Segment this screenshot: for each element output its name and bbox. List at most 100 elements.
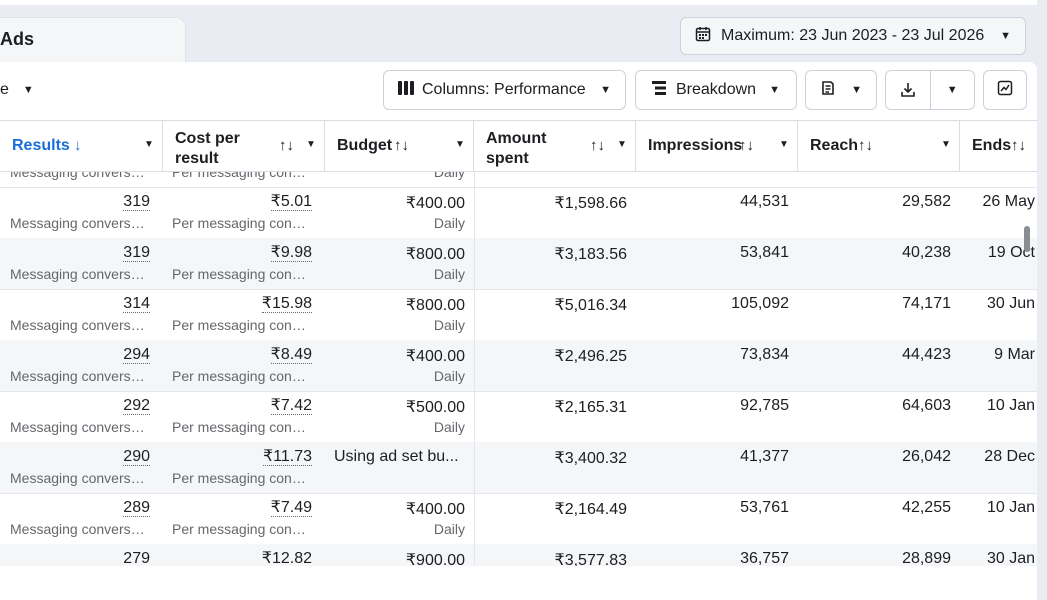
cost-per-result-value[interactable]: ₹12.82 bbox=[261, 550, 312, 568]
caret-down-icon[interactable]: ▼ bbox=[306, 139, 316, 150]
cost-per-result-type: Per messaging conve... bbox=[172, 266, 312, 282]
reports-button[interactable]: ▼ bbox=[805, 70, 877, 110]
reach-value: 74,171 bbox=[902, 295, 951, 312]
table-row[interactable]: 279 ₹12.82 ₹900.00 ₹3,577.83 36,757 28,899 30 … bbox=[0, 544, 1037, 568]
results-value[interactable]: 319 bbox=[123, 193, 150, 211]
view-selector[interactable]: e ▼ bbox=[0, 81, 34, 99]
cost-per-result-value[interactable]: ₹7.42 bbox=[270, 397, 312, 415]
col-ends-header[interactable]: Ends ↑↓ bbox=[960, 121, 1037, 171]
results-type: Messaging conversat... bbox=[10, 419, 150, 435]
results-value[interactable]: 290 bbox=[123, 448, 150, 466]
date-range-label: Maximum: 23 Jun 2023 - 23 Jul 2026 bbox=[721, 27, 985, 44]
impressions-value: 105,092 bbox=[731, 295, 789, 312]
vertical-scrollbar[interactable] bbox=[1024, 226, 1030, 252]
budget-type: Daily bbox=[433, 317, 465, 333]
col-cost-per-result-header[interactable]: Cost per result ↑↓ ▼ bbox=[163, 121, 325, 171]
results-value-cell[interactable]: 319 bbox=[12, 193, 150, 211]
ads-tab[interactable] bbox=[0, 17, 186, 64]
caret-down-icon[interactable]: ▼ bbox=[455, 139, 465, 150]
budget-type: Daily bbox=[433, 521, 465, 537]
caret-down-icon[interactable]: ▼ bbox=[941, 139, 951, 150]
caret-down-icon[interactable]: ▼ bbox=[617, 139, 627, 150]
table-row[interactable]: 314 Messaging conversat... ₹15.98 Per messa… bbox=[0, 289, 1037, 341]
cost-per-result-type: Per messaging conve... bbox=[172, 215, 312, 231]
cost-per-result-value-cell[interactable]: ₹15.98 bbox=[172, 295, 312, 313]
table-row-partial[interactable]: Messaging conversat... Per messaging con… bbox=[0, 172, 1037, 188]
table-header: Results ↓ ▼ Cost per result ↑↓ ▼ Budget … bbox=[0, 120, 1037, 172]
results-value-cell[interactable]: 279 bbox=[12, 550, 150, 568]
results-value-cell[interactable]: 290 bbox=[12, 448, 150, 466]
results-value-cell[interactable]: 289 bbox=[12, 499, 150, 517]
budget-value: ₹900.00 bbox=[405, 552, 465, 568]
results-value[interactable]: 292 bbox=[123, 397, 150, 415]
results-value-cell[interactable]: 319 bbox=[12, 244, 150, 262]
table-row[interactable]: 319 Messaging conversat... ₹5.01 Per messag… bbox=[0, 187, 1037, 239]
col-impressions-label: Impressions bbox=[648, 137, 743, 154]
results-value-cell[interactable]: 314 bbox=[12, 295, 150, 313]
results-value-cell[interactable]: 292 bbox=[12, 397, 150, 415]
caret-down-icon: ▼ bbox=[769, 84, 780, 96]
col-budget-header[interactable]: Budget ↑↓ ▼ bbox=[325, 121, 474, 171]
cost-per-result-value[interactable]: ₹9.98 bbox=[270, 244, 312, 262]
ends-value: 26 May bbox=[982, 193, 1035, 210]
results-value[interactable]: 279 bbox=[123, 550, 150, 568]
columns-button[interactable]: Columns: Performance ▼ bbox=[383, 70, 626, 110]
chart-icon bbox=[997, 80, 1013, 101]
ends-value: 28 Dec bbox=[984, 448, 1035, 465]
ends-value: 10 Jan bbox=[986, 499, 1035, 516]
chart-button[interactable] bbox=[983, 70, 1027, 110]
caret-down-icon: ▼ bbox=[1000, 30, 1011, 42]
reach-value: 28,899 bbox=[902, 550, 951, 567]
ends-value: 19 Oct bbox=[987, 244, 1035, 261]
cost-per-result-value[interactable]: ₹15.98 bbox=[261, 295, 312, 313]
cost-per-result-value-cell[interactable]: ₹9.98 bbox=[172, 244, 312, 262]
cost-per-result-value[interactable]: ₹5.01 bbox=[270, 193, 312, 211]
cost-per-result-value-cell[interactable]: ₹12.82 bbox=[172, 550, 312, 568]
table-row[interactable]: 290 Messaging conversat... ₹11.73 Per messa… bbox=[0, 442, 1037, 494]
budget-type: Daily bbox=[433, 215, 465, 231]
table-row[interactable]: 294 Messaging conversat... ₹8.49 Per messag… bbox=[0, 340, 1037, 392]
table-row[interactable]: 289 Messaging conversat... ₹7.49 Per messag… bbox=[0, 493, 1037, 545]
sort-icon[interactable]: ↑↓ bbox=[858, 137, 873, 154]
caret-down-icon[interactable]: ▼ bbox=[946, 84, 958, 96]
results-value[interactable]: 289 bbox=[123, 499, 150, 517]
col-amount-spent-header[interactable]: Amount spent ↑↓ ▼ bbox=[474, 121, 636, 171]
date-range-button[interactable]: Maximum: 23 Jun 2023 - 23 Jul 2026 ▼ bbox=[680, 17, 1026, 55]
col-results-label: Results bbox=[12, 137, 70, 154]
sort-icon[interactable]: ↑↓ bbox=[394, 137, 409, 154]
results-value[interactable]: 319 bbox=[123, 244, 150, 262]
cost-per-result-value-cell[interactable]: ₹5.01 bbox=[172, 193, 312, 211]
cost-per-result-value[interactable]: ₹11.73 bbox=[262, 448, 312, 466]
export-split-button[interactable]: ▼ bbox=[885, 70, 975, 110]
breakdown-button[interactable]: Breakdown ▼ bbox=[635, 70, 797, 110]
download-icon[interactable] bbox=[886, 82, 930, 98]
cost-per-result-value[interactable]: ₹8.49 bbox=[270, 346, 312, 364]
sort-icon[interactable]: ↑↓ bbox=[1011, 137, 1026, 154]
sort-icon[interactable]: ↑↓ bbox=[279, 137, 294, 154]
sort-icon[interactable]: ↓ bbox=[74, 137, 82, 154]
col-reach-header[interactable]: Reach ↑↓ ▼ bbox=[798, 121, 960, 171]
cost-per-result-value-cell[interactable]: ₹7.42 bbox=[172, 397, 312, 415]
cost-per-result-type: Per messaging conve... bbox=[172, 419, 312, 435]
cost-per-result-value[interactable]: ₹7.49 bbox=[270, 499, 312, 517]
col-results-header[interactable]: Results ↓ ▼ bbox=[0, 121, 163, 171]
sort-icon[interactable]: ↑↓ bbox=[590, 137, 605, 154]
caret-down-icon[interactable]: ▼ bbox=[779, 139, 789, 150]
cost-per-result-value-cell[interactable]: ₹11.73 bbox=[172, 448, 312, 466]
results-value[interactable]: 294 bbox=[123, 346, 150, 364]
cost-per-result-value-cell[interactable]: ₹7.49 bbox=[172, 499, 312, 517]
results-value-cell[interactable]: 294 bbox=[12, 346, 150, 364]
sort-icon[interactable]: ↑↓ bbox=[739, 137, 754, 154]
reach-value: 40,238 bbox=[902, 244, 951, 261]
table-row[interactable]: 292 Messaging conversat... ₹7.42 Per messag… bbox=[0, 391, 1037, 443]
col-impressions-header[interactable]: Impressions ↑↓ ▼ bbox=[636, 121, 798, 171]
caret-down-icon[interactable]: ▼ bbox=[144, 139, 154, 150]
cost-per-result-value-cell[interactable]: ₹8.49 bbox=[172, 346, 312, 364]
table-body: Messaging conversat... Per messaging con… bbox=[0, 172, 1037, 568]
results-type: Messaging conversat... bbox=[10, 215, 150, 231]
results-value[interactable]: 314 bbox=[123, 295, 150, 313]
results-type: Messaging conversat... bbox=[10, 172, 150, 180]
columns-icon bbox=[398, 80, 414, 100]
table-row[interactable]: 319 Messaging conversat... ₹9.98 Per messag… bbox=[0, 238, 1037, 290]
caret-down-icon: ▼ bbox=[600, 84, 611, 96]
